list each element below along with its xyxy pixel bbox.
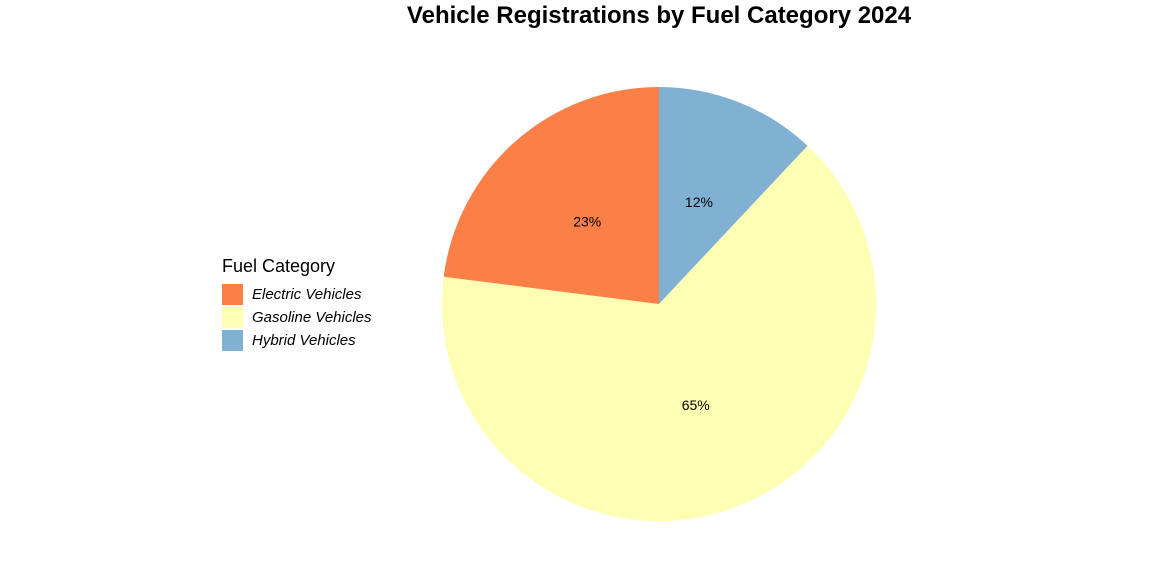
legend-swatch-hybrid-vehicles [222, 330, 243, 351]
pie-slice-gasoline-vehicles [441, 145, 876, 521]
legend-label-gasoline-vehicles: Gasoline Vehicles [252, 309, 372, 326]
legend-title: Fuel Category [222, 256, 336, 276]
slice-label-electric-vehicles: 23% [573, 213, 601, 229]
legend-swatch-gasoline-vehicles [222, 307, 243, 328]
pie-slices [441, 87, 876, 521]
legend-label-hybrid-vehicles: Hybrid Vehicles [252, 332, 356, 349]
legend-entry-hybrid-vehicles: Hybrid Vehicles [222, 329, 372, 352]
legend-entry-gasoline-vehicles: Gasoline Vehicles [222, 306, 372, 329]
legend-label-electric-vehicles: Electric Vehicles [252, 286, 362, 303]
legend-entry-electric-vehicles: Electric Vehicles [222, 283, 372, 306]
legend: Fuel Category Electric Vehicles Gasoline … [222, 256, 372, 352]
pie-slice-hybrid-vehicles [659, 87, 808, 304]
legend-entries: Electric Vehicles Gasoline Vehicles Hybrid… [222, 283, 372, 352]
legend-swatch-electric-vehicles [222, 284, 243, 305]
slice-labels: 12% 65% 23% [573, 194, 713, 413]
pie-slice-electric-vehicles [443, 87, 659, 304]
chart-title: Vehicle Registrations by Fuel Category 2… [406, 2, 912, 29]
slice-label-hybrid-vehicles: 12% [685, 194, 713, 210]
slice-label-gasoline-vehicles: 65% [682, 397, 710, 413]
